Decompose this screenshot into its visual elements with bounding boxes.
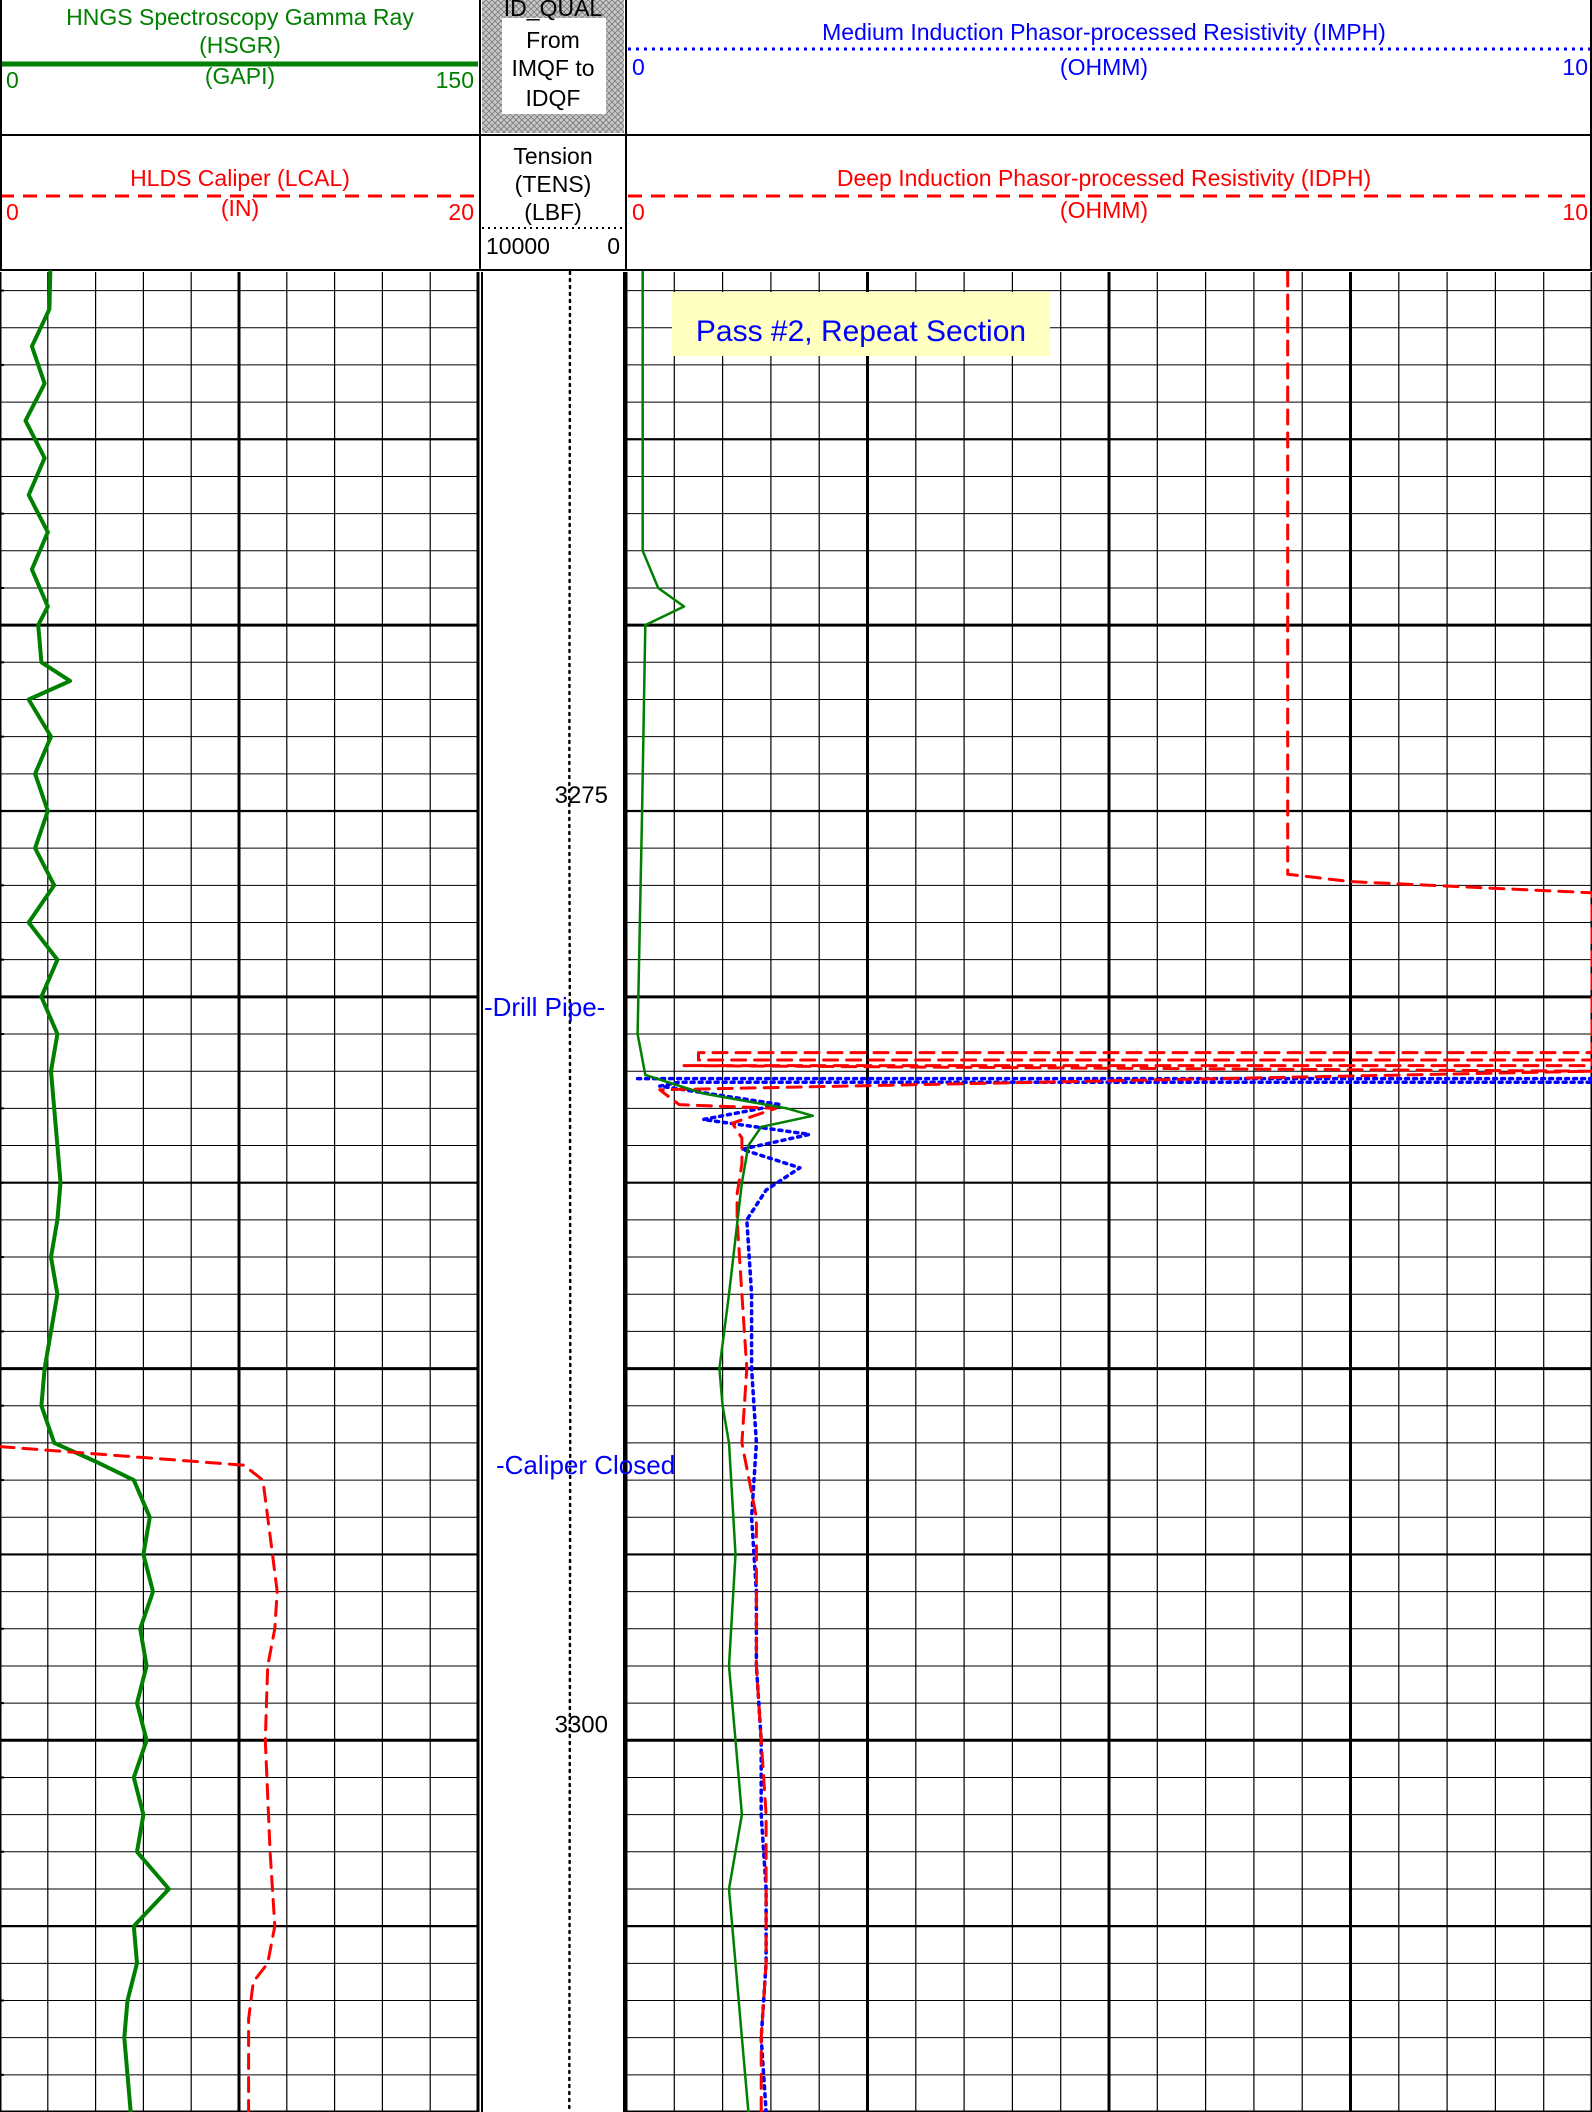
gamma-ray-scale-right: 150 <box>436 67 474 93</box>
caliper-closed-label: -Caliper Closed <box>496 1450 675 1480</box>
idph-title: Deep Induction Phasor-processed Resistiv… <box>837 165 1371 191</box>
id-qual-line4: IDQF <box>526 85 581 111</box>
pass-label-bg <box>672 292 1050 356</box>
tension-scale-left: 10000 <box>486 233 550 259</box>
curve-tens <box>568 270 572 2112</box>
depth-label: 3300 <box>555 1711 608 1738</box>
caliper-header: HLDS Caliper (LCAL) (IN) 0 20 <box>0 165 478 225</box>
depth-label: 3275 <box>555 782 608 809</box>
curve-imph <box>635 1076 1592 2112</box>
idph-scale-left: 0 <box>632 199 645 225</box>
depth-labels: 3275 3300 <box>555 782 608 1738</box>
id-qual-line1: ID_QUAL <box>504 0 603 21</box>
gamma-ray-unit: (GAPI) <box>205 63 275 89</box>
tension-line1: Tension <box>513 143 592 169</box>
curve-idph <box>658 270 1592 2112</box>
drill-pipe-label: -Drill Pipe- <box>484 992 605 1022</box>
imph-scale-right: 10 <box>1562 54 1588 80</box>
caliper-title: HLDS Caliper (LCAL) <box>130 165 350 191</box>
id-qual-header: ID_QUAL From IMQF to IDQF <box>502 0 606 114</box>
imph-title: Medium Induction Phasor-processed Resist… <box>822 19 1386 45</box>
idph-scale-right: 10 <box>1562 199 1588 225</box>
tension-scale-right: 0 <box>607 233 620 259</box>
tension-line3: (LBF) <box>524 199 582 225</box>
gamma-ray-scale-left: 0 <box>6 67 19 93</box>
id-qual-line3: IMQF to <box>511 55 594 81</box>
caliper-unit: (IN) <box>221 195 259 221</box>
tension-header: Tension (TENS) (LBF) 10000 0 <box>482 143 624 259</box>
curve-lcal <box>0 1445 279 2112</box>
log-grid <box>0 272 1592 2112</box>
gamma-ray-title: HNGS Spectroscopy Gamma Ray <box>66 4 414 30</box>
gamma-ray-mnemonic: (HSGR) <box>199 32 281 58</box>
log-curves <box>0 270 1592 2112</box>
id-qual-line2: From <box>526 27 580 53</box>
curve-hsgr <box>23 270 171 2112</box>
imph-scale-left: 0 <box>632 54 645 80</box>
pass-label: Pass #2, Repeat Section <box>696 315 1026 348</box>
imph-unit: (OHMM) <box>1060 54 1148 80</box>
caliper-scale-right: 20 <box>448 199 474 225</box>
log-annotations: Pass #2, Repeat Section -Drill Pipe- -Ca… <box>484 292 1050 1480</box>
imph-header: Medium Induction Phasor-processed Resist… <box>628 19 1592 80</box>
log-header: HNGS Spectroscopy Gamma Ray (HSGR) (GAPI… <box>0 0 1592 271</box>
gamma-ray-header: HNGS Spectroscopy Gamma Ray (HSGR) (GAPI… <box>0 4 478 93</box>
caliper-scale-left: 0 <box>6 199 19 225</box>
tension-line2: (TENS) <box>515 171 592 197</box>
idph-header: Deep Induction Phasor-processed Resistiv… <box>628 165 1592 225</box>
curve-hsgr-backup <box>636 270 815 2112</box>
id-qual-label-bg <box>502 18 606 114</box>
idph-unit: (OHMM) <box>1060 197 1148 223</box>
